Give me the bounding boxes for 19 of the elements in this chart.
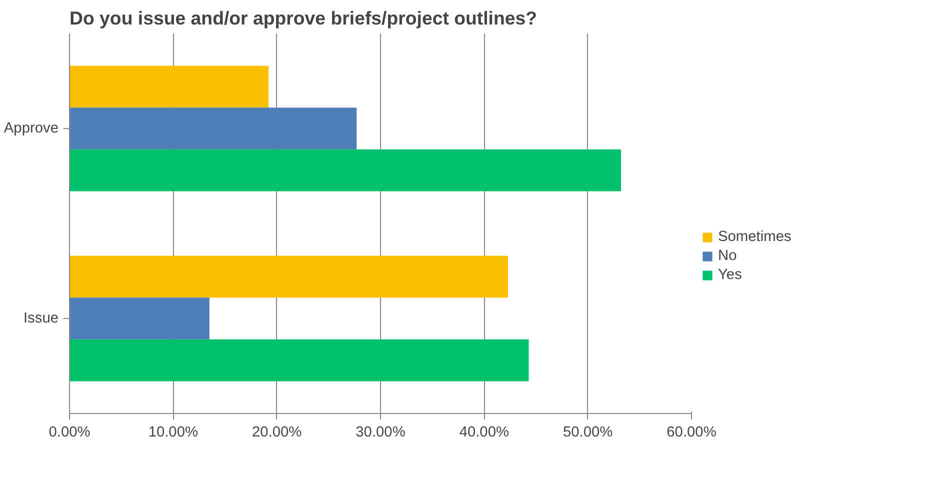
- bar: [70, 339, 529, 382]
- x-tick-label: 20.00%: [252, 424, 302, 440]
- x-tick-label: 50.00%: [562, 424, 613, 440]
- bar: [70, 298, 210, 340]
- x-tick-label: 40.00%: [459, 424, 510, 440]
- x-tick-label: 60.00%: [666, 424, 716, 440]
- bar: [70, 256, 508, 298]
- bar: [70, 149, 622, 192]
- y-tick-label: Issue: [23, 310, 58, 326]
- legend-label: Sometimes: [718, 229, 792, 245]
- bar: [70, 108, 357, 150]
- bar: [70, 66, 269, 108]
- x-tick-label: 30.00%: [356, 424, 406, 440]
- legend-label: Yes: [718, 267, 742, 283]
- x-tick-label: 10.00%: [148, 424, 198, 440]
- x-tick-label: 0.00%: [48, 424, 90, 440]
- y-tick-label: Approve: [4, 120, 59, 136]
- chart-title: Do you issue and/or approve briefs/project outlines?: [70, 8, 538, 28]
- legend-label: No: [718, 248, 738, 264]
